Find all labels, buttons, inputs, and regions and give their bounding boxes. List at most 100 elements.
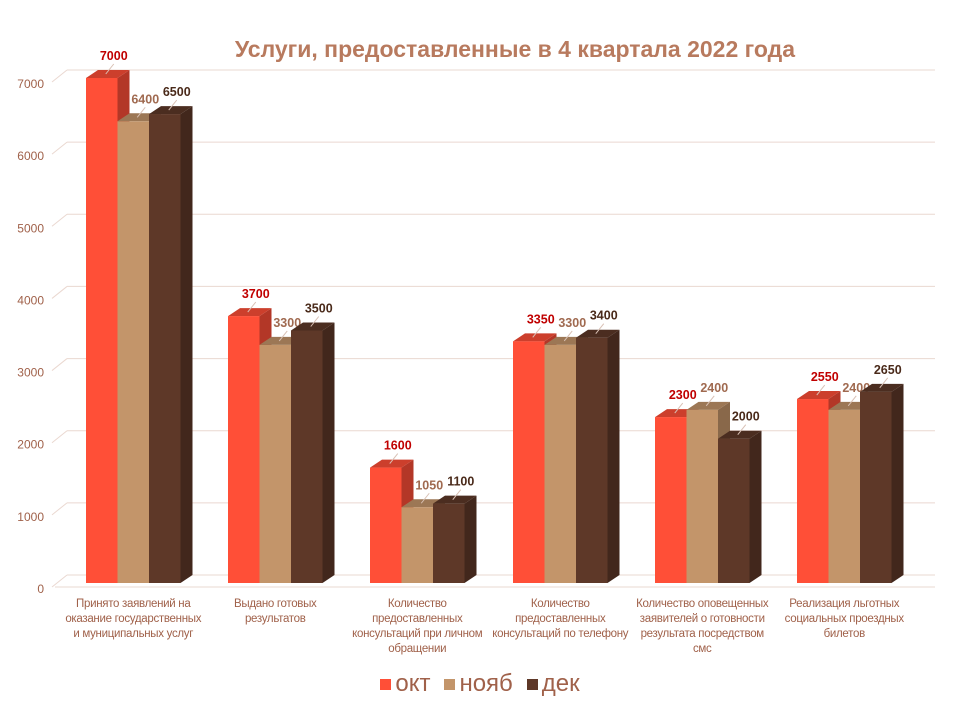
bar-top xyxy=(149,106,193,115)
legend-label: дек xyxy=(541,670,580,697)
legend-label: окт xyxy=(395,670,431,697)
label-leader xyxy=(310,316,320,327)
bar-top xyxy=(797,391,841,400)
bar-side xyxy=(607,329,620,583)
bar-top xyxy=(718,430,762,439)
bar-front xyxy=(718,438,750,583)
category-label: Реализация льготных социальных проездных… xyxy=(784,598,905,640)
gridline-tick xyxy=(51,213,68,227)
legend-item: дек xyxy=(526,670,580,698)
gridline-tick xyxy=(51,358,68,371)
bar-front xyxy=(291,330,323,583)
bar-front xyxy=(655,417,687,583)
bar-side xyxy=(891,383,904,583)
bar-top xyxy=(860,383,904,392)
bar-front xyxy=(860,391,892,583)
y-tick-label: 3000 xyxy=(17,366,44,380)
data-label: 3300 xyxy=(558,316,586,330)
data-label: 2550 xyxy=(811,370,839,384)
bar-side xyxy=(322,322,335,583)
label-leader xyxy=(847,395,857,407)
label-leader xyxy=(278,330,288,342)
bar-front xyxy=(797,399,829,583)
data-label: 1600 xyxy=(384,439,412,453)
y-tick-label: 5000 xyxy=(17,221,44,235)
bar-front xyxy=(149,114,181,584)
bar-front xyxy=(576,337,608,583)
gridline-tick xyxy=(51,502,68,516)
gridline-tick xyxy=(51,430,68,444)
data-label: 3350 xyxy=(527,312,555,326)
legend-label: нояб xyxy=(459,670,513,697)
label-leader xyxy=(105,63,115,75)
data-label: 6500 xyxy=(163,85,191,99)
y-tick-label: 0 xyxy=(37,582,44,596)
data-label: 2000 xyxy=(732,410,760,424)
bar-front xyxy=(828,409,860,583)
bar-top xyxy=(370,459,414,468)
bar-front xyxy=(86,78,118,583)
bar-side xyxy=(464,495,477,583)
bar-front xyxy=(544,344,576,583)
y-tick-label: 6000 xyxy=(17,149,44,163)
label-leader xyxy=(168,99,178,111)
legend-swatch xyxy=(526,678,538,690)
bar-front xyxy=(370,467,402,583)
label-leader xyxy=(737,424,747,436)
category-label: Принято заявлений на оказание государств… xyxy=(65,598,202,640)
bar-front xyxy=(117,121,149,584)
data-label: 2650 xyxy=(874,363,902,377)
gridline-tick xyxy=(51,574,68,588)
legend-item: окт xyxy=(380,670,430,698)
y-tick-label: 1000 xyxy=(17,510,44,524)
bar-дек xyxy=(718,430,762,583)
data-label: 3700 xyxy=(242,287,270,301)
category-label: Количество предоставленных консультаций … xyxy=(492,598,629,640)
data-label: 3500 xyxy=(305,302,333,316)
label-leader xyxy=(452,489,462,500)
legend: окт нояб дек xyxy=(0,670,960,698)
label-leader xyxy=(674,402,684,414)
bar-top xyxy=(228,308,272,317)
legend-swatch xyxy=(444,678,456,690)
chart-title: Услуги, предоставленные в 4 квартала 202… xyxy=(234,36,796,62)
bar-top xyxy=(291,322,335,331)
label-leader xyxy=(532,327,542,338)
label-leader xyxy=(705,395,715,407)
bar-top xyxy=(86,70,130,78)
bar-front xyxy=(259,344,291,583)
legend-swatch xyxy=(380,678,392,690)
gridline-tick xyxy=(51,69,68,83)
label-leader xyxy=(563,330,573,342)
label-leader xyxy=(420,492,430,504)
bar-top xyxy=(513,333,557,342)
data-label: 7000 xyxy=(100,49,128,63)
y-tick-label: 2000 xyxy=(17,438,44,452)
y-tick-label: 4000 xyxy=(17,293,44,307)
data-label: 6400 xyxy=(131,92,159,106)
gridline-tick xyxy=(51,286,68,299)
data-label: 1100 xyxy=(447,475,474,489)
label-leader xyxy=(816,384,826,396)
bar-front xyxy=(433,503,465,583)
category-label: Количество предоставленных консультаций … xyxy=(352,598,483,655)
bar-дек xyxy=(149,106,193,584)
bar-дек xyxy=(433,495,477,583)
label-leader xyxy=(879,377,889,389)
bar-дек xyxy=(576,329,620,583)
data-label: 3300 xyxy=(273,316,301,330)
data-label: 3400 xyxy=(590,309,618,323)
data-label: 2300 xyxy=(669,388,697,402)
y-tick-label: 7000 xyxy=(17,77,44,91)
bar-top xyxy=(433,495,477,504)
bar-front xyxy=(401,507,433,583)
bar-top xyxy=(576,329,620,338)
bar-дек xyxy=(860,383,904,583)
bar-side xyxy=(749,430,762,583)
category-label: Количество оповещенных заявителей о гото… xyxy=(636,598,769,655)
bar-front xyxy=(228,316,260,583)
legend-item: нояб xyxy=(444,670,513,698)
bar-front xyxy=(686,409,718,583)
data-label: 2400 xyxy=(700,381,728,395)
